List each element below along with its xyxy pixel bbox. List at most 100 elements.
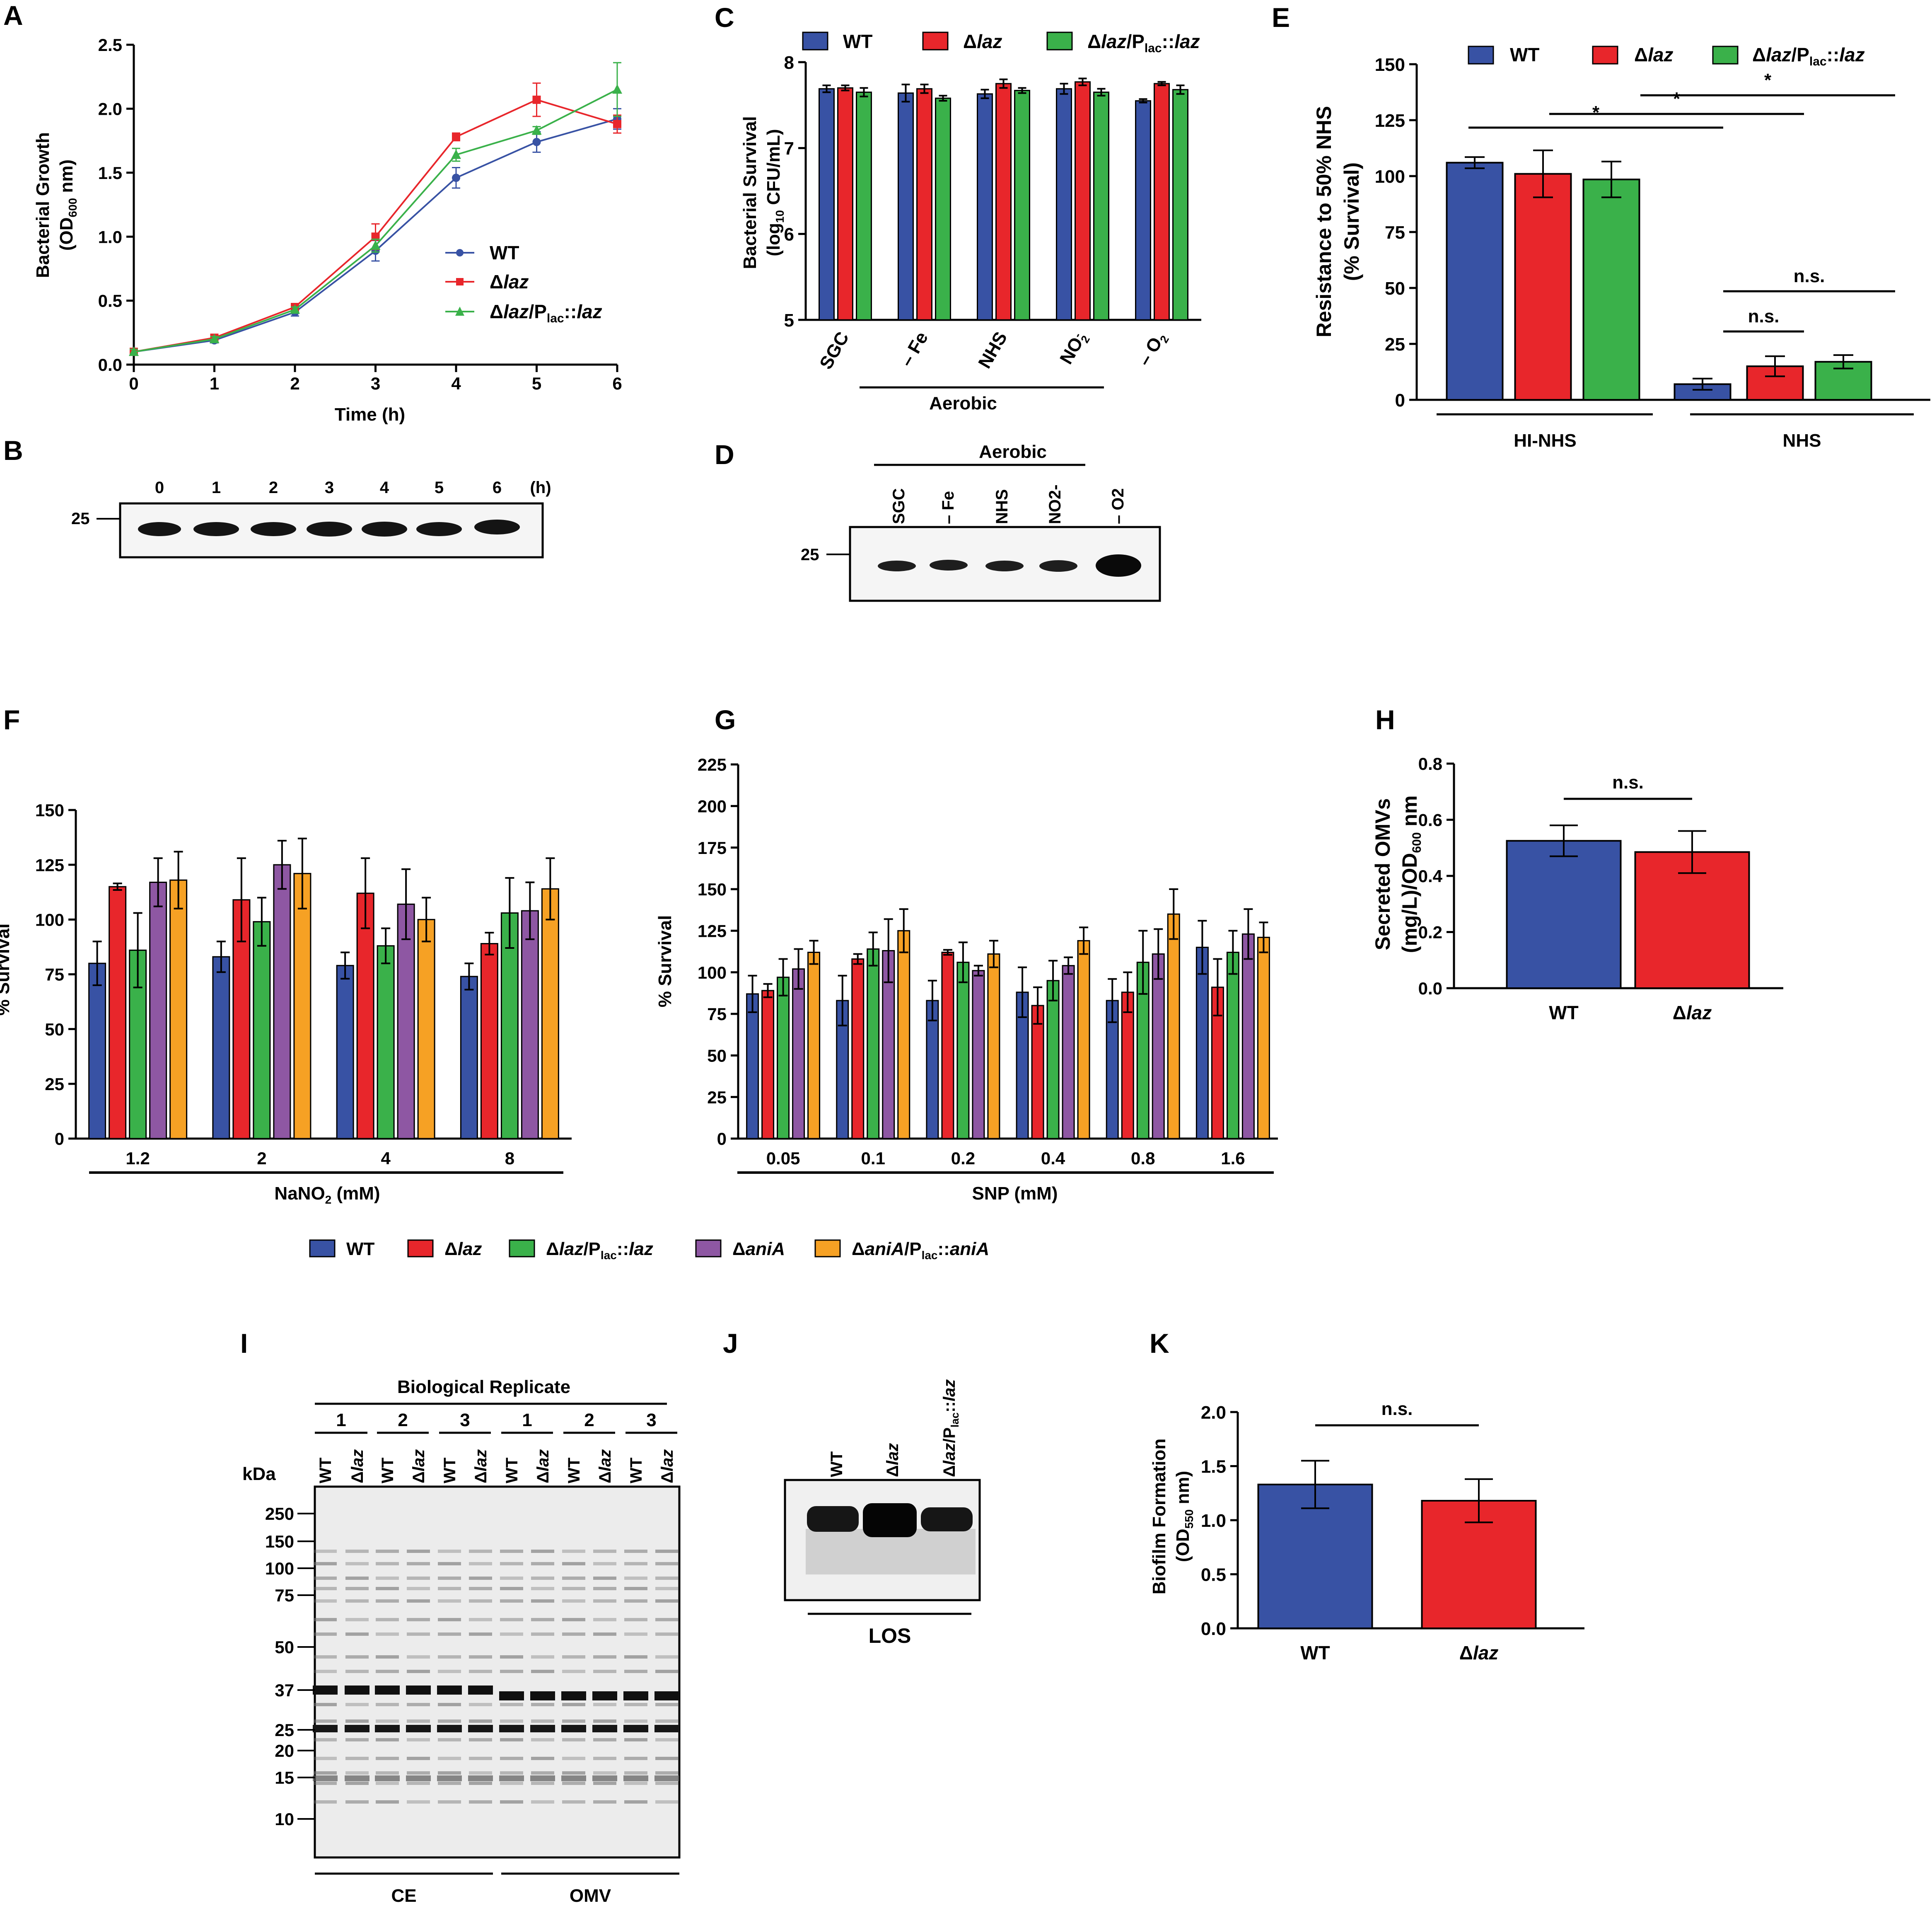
gel-i-minor-band bbox=[438, 1771, 461, 1775]
gel-i-minor-band bbox=[376, 1655, 399, 1659]
legend-fg-laz: Δlaz bbox=[444, 1239, 482, 1259]
gel-i-minor-band bbox=[655, 1670, 679, 1673]
gel-i-minor-band bbox=[562, 1655, 585, 1659]
chart-a-x-tick-label: 0 bbox=[129, 374, 138, 393]
gel-i-minor-band bbox=[593, 1599, 616, 1603]
chart-f-bar bbox=[253, 921, 271, 1139]
gel-i-band bbox=[530, 1775, 555, 1781]
gel-i-band bbox=[623, 1775, 648, 1781]
gel-i-minor-band bbox=[593, 1655, 616, 1659]
chart-c-ylabel-line1: Bacterial Survival bbox=[740, 116, 760, 269]
gel-i-minor-band bbox=[593, 1550, 616, 1553]
chart-g-bar bbox=[1241, 933, 1255, 1139]
legend-fg-comp: Δlaz/Plac::laz bbox=[546, 1239, 653, 1262]
gel-i-minor-band bbox=[376, 1618, 399, 1621]
chart-k-ylabel-line2: (OD550 nm) bbox=[1173, 1471, 1195, 1562]
gel-i-major-band bbox=[375, 1725, 400, 1732]
chart-g-x-tick-label: 0.2 bbox=[951, 1149, 975, 1168]
chart-c-bar bbox=[935, 97, 951, 321]
gel-i-minor-band bbox=[407, 1670, 430, 1673]
blot-j-lane-labels: WT Δlaz Δlaz/Plac::laz bbox=[828, 1379, 961, 1477]
gel-i-minor-band bbox=[469, 1670, 492, 1673]
chart-c-bar bbox=[977, 93, 993, 321]
chart-f-y-tick-label: 100 bbox=[35, 910, 64, 929]
chart-a-x-tick-label: 5 bbox=[532, 374, 541, 393]
gel-i-minor-band bbox=[593, 1670, 616, 1673]
chart-g-bar bbox=[1031, 1005, 1044, 1139]
gel-i-minor-band bbox=[345, 1550, 369, 1553]
gel-i-major-band bbox=[468, 1725, 493, 1732]
gel-i-minor-band bbox=[562, 1771, 585, 1775]
gel-i-minor-band bbox=[407, 1782, 430, 1785]
chart-c-legend-comp: Δlaz/Plac::laz bbox=[1087, 31, 1200, 55]
gel-i-minor-band bbox=[376, 1771, 399, 1775]
chart-g-y-tick-label: 225 bbox=[698, 755, 727, 774]
gel-i-minor-band bbox=[655, 1562, 679, 1565]
chart-g-bar bbox=[956, 962, 970, 1139]
gel-i-minor-band bbox=[655, 1719, 679, 1723]
chart-g-bar bbox=[1152, 953, 1165, 1139]
legend-fg-wt: WT bbox=[346, 1239, 375, 1259]
gel-i-gel bbox=[314, 1485, 681, 1859]
panel-label-g: G bbox=[715, 704, 736, 735]
gel-i-minor-band bbox=[407, 1587, 430, 1590]
gel-i-minor-band bbox=[469, 1703, 492, 1706]
chart-g-bar bbox=[897, 930, 910, 1139]
chart-e: WT Δlaz Δlaz/Plac::laz Resistance to 50%… bbox=[1312, 44, 1930, 451]
gel-i-minor-band bbox=[407, 1577, 430, 1580]
blot-b-unit: (h) bbox=[530, 479, 551, 497]
gel-i-major-band bbox=[561, 1725, 586, 1732]
chart-h: Secreted OMVs (mg/L)/OD600 nm 0.0 0.2 0.4 0… bbox=[1371, 754, 1783, 1023]
chart-f-bar bbox=[460, 976, 478, 1139]
gel-i-minor-band bbox=[655, 1550, 679, 1553]
gel-i-minor-band bbox=[345, 1632, 369, 1636]
chart-g-bar bbox=[761, 990, 775, 1139]
gel-i-minor-band bbox=[500, 1670, 523, 1673]
gel-i-minor-band bbox=[593, 1757, 616, 1760]
chart-g-x-tick-label: 0.8 bbox=[1131, 1149, 1155, 1168]
chart-c-bar bbox=[1135, 100, 1151, 321]
blot-b-marker: 25 bbox=[71, 510, 90, 528]
gel-i-minor-band bbox=[624, 1632, 647, 1636]
chart-f-bar bbox=[88, 962, 106, 1139]
gel-i-minor-band bbox=[345, 1719, 369, 1723]
chart-a-point bbox=[452, 174, 460, 182]
chart-e-sig-star: * bbox=[1673, 89, 1681, 109]
gel-i-lane-labels: WT Δlaz WT Δlaz WT Δlaz WT Δlaz WT Δlaz WT Δlaz bbox=[316, 1449, 676, 1483]
gel-i-minor-band bbox=[500, 1800, 523, 1804]
chart-e-sig-star: * bbox=[1764, 70, 1772, 90]
gel-i-minor-band bbox=[345, 1562, 369, 1565]
gel-i-unit: kDa bbox=[242, 1464, 276, 1484]
gel-i-minor-band bbox=[531, 1738, 554, 1741]
gel-i-lane-label: WT bbox=[627, 1458, 645, 1483]
chart-g-x-tick-label: 1.6 bbox=[1221, 1149, 1245, 1168]
chart-c-legend-laz: Δlaz bbox=[963, 31, 1002, 52]
gel-i-minor-band bbox=[376, 1587, 399, 1590]
gel-i-major-band bbox=[592, 1691, 617, 1700]
gel-i-minor-band bbox=[531, 1771, 554, 1775]
chart-g-bar bbox=[1062, 965, 1075, 1139]
gel-i-minor-band bbox=[376, 1738, 399, 1741]
chart-g-y-tick-label: 25 bbox=[707, 1088, 727, 1107]
chart-h-y-tick-label: 0.2 bbox=[1418, 923, 1442, 942]
gel-i-band bbox=[375, 1775, 400, 1781]
chart-g-bar bbox=[1195, 946, 1209, 1139]
gel-i-major-band bbox=[654, 1725, 679, 1732]
gel-i-minor-band bbox=[562, 1587, 585, 1590]
gel-i-minor-band bbox=[624, 1655, 647, 1659]
gel-i-minor-band bbox=[314, 1670, 337, 1673]
gel-i-minor-band bbox=[438, 1562, 461, 1565]
gel-i-minor-band bbox=[562, 1703, 585, 1706]
blot-j-label: LOS bbox=[869, 1624, 911, 1647]
chart-f-y-tick-label: 150 bbox=[35, 800, 64, 820]
gel-i-minor-band bbox=[562, 1757, 585, 1760]
gel-i-minor-band bbox=[345, 1670, 369, 1673]
chart-a-x-tick-label: 1 bbox=[210, 374, 219, 393]
chart-h-y-tick-label: 0.6 bbox=[1418, 810, 1442, 830]
gel-i-minor-band bbox=[531, 1599, 554, 1603]
chart-c-y-label: Bacterial Survival (log10 CFU/mL) bbox=[740, 116, 786, 269]
gel-i-minor-band bbox=[624, 1599, 647, 1603]
panel-label-b: B bbox=[3, 435, 23, 466]
gel-i-minor-band bbox=[438, 1670, 461, 1673]
